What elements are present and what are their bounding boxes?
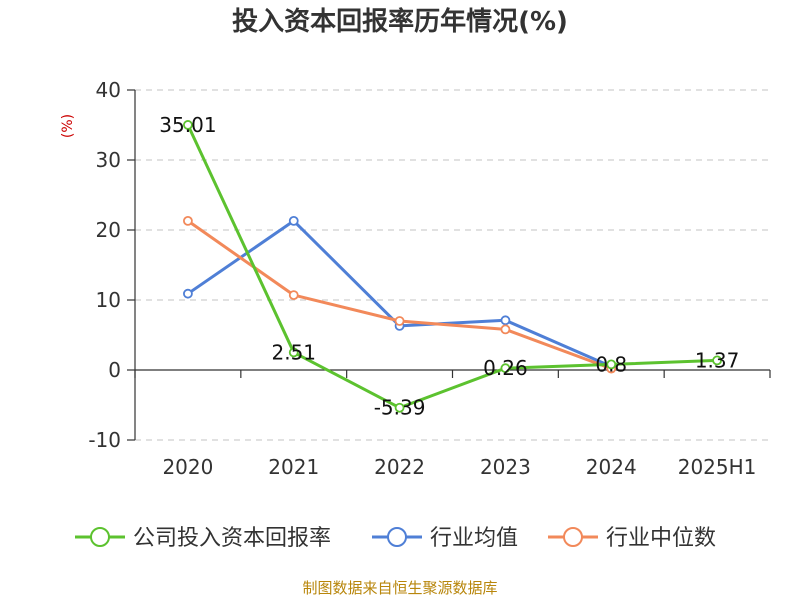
legend-label: 行业中位数 (606, 526, 716, 551)
y-tick-label: 20 (96, 218, 121, 242)
data-point (288, 215, 299, 226)
data-point (500, 324, 511, 335)
data-label: 35.01 (159, 113, 216, 137)
x-tick-labels: 2020 2021 2022 2023 2024 2025H1 (162, 455, 756, 479)
y-tick-label: 40 (96, 78, 121, 102)
series-lines (183, 120, 722, 413)
y-tick-label: 10 (96, 288, 121, 312)
data-point (606, 359, 617, 370)
series-line (186, 124, 718, 410)
data-labels: 35.01 2.51 -5.39 0.26 0.8 1.37 (159, 113, 739, 420)
axes (127, 89, 771, 441)
data-point (183, 215, 193, 226)
data-point (183, 120, 193, 130)
y-tick-label: 30 (96, 148, 121, 172)
x-tick-label: 2020 (162, 455, 213, 479)
legend[interactable]: 公司投入资本回报率 行业均值 行业中位数 (75, 526, 716, 551)
data-point (500, 363, 511, 374)
x-tick-label: 2022 (374, 455, 425, 479)
data-point (183, 288, 193, 299)
data-point (500, 315, 511, 326)
legend-marker (387, 527, 407, 547)
legend-item[interactable]: 行业中位数 (548, 526, 716, 551)
series-line (187, 219, 612, 371)
data-label: 2.51 (271, 340, 316, 364)
y-axis-unit-label: (%) (60, 114, 76, 138)
x-tick-label: 2021 (268, 455, 319, 479)
legend-item[interactable]: 行业均值 (372, 526, 518, 551)
y-tick-labels: 40 30 20 10 0 -10 (88, 78, 121, 452)
x-tick-label: 2023 (480, 455, 531, 479)
legend-marker (90, 527, 110, 547)
data-label: -5.39 (374, 396, 426, 420)
data-label: 1.37 (695, 348, 740, 372)
x-tick-label: 2025H1 (678, 455, 757, 479)
data-point (394, 402, 405, 413)
legend-marker (563, 527, 583, 547)
y-tick-label: -10 (88, 428, 121, 452)
data-point (712, 355, 722, 366)
data-point (394, 316, 405, 326)
legend-label: 行业均值 (430, 526, 518, 551)
data-label: 0.26 (483, 356, 528, 380)
legend-label: 公司投入资本回报率 (133, 526, 331, 551)
x-tick-label: 2024 (586, 455, 637, 479)
data-label: 0.8 (595, 352, 627, 376)
legend-item[interactable]: 公司投入资本回报率 (75, 526, 331, 551)
y-tick-label: 0 (108, 358, 121, 382)
data-point (288, 347, 299, 358)
source-note: 制图数据来自恒生聚源数据库 (302, 579, 497, 597)
data-point (288, 290, 299, 301)
grid-lines (135, 89, 770, 441)
chart-title: 投入资本回报率历年情况(%) (232, 6, 568, 37)
